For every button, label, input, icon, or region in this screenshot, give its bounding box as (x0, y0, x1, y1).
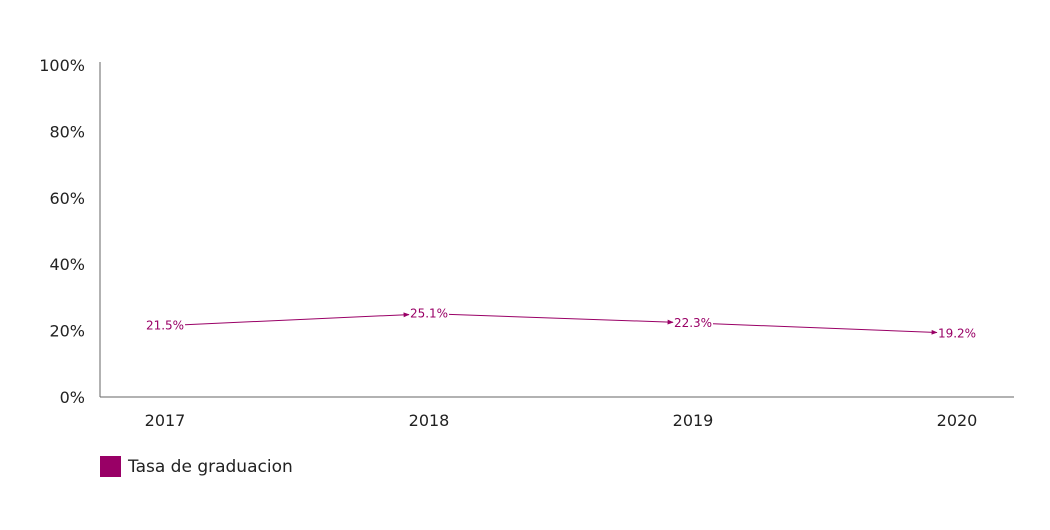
x-tick-label: 2017 (145, 411, 186, 430)
legend-label: Tasa de graduacion (128, 456, 293, 477)
y-tick-label: 60% (49, 189, 85, 208)
series-tasa-de-graduacion: 21.5% 25.1% 22.3% 19.2% (146, 307, 976, 341)
y-axis: 0% 20% 40% 60% 80% 100% (39, 56, 101, 407)
data-point-label: 21.5% (146, 319, 184, 333)
series-line-segment (448, 313, 674, 325)
y-tick-label: 40% (49, 255, 85, 274)
y-tick-label: 80% (49, 122, 85, 141)
y-tick-label: 0% (60, 388, 85, 407)
legend-swatch (100, 456, 121, 477)
x-axis: 2017 2018 2019 2020 (100, 396, 1014, 430)
x-tick-label: 2018 (409, 411, 450, 430)
x-tick-label: 2020 (937, 411, 978, 430)
series-line-segment (184, 312, 410, 326)
data-point-label: 19.2% (938, 326, 976, 340)
y-tick-label: 20% (49, 322, 85, 341)
legend: Tasa de graduacion (100, 456, 293, 477)
series-line-segment (712, 323, 938, 335)
data-point-label: 25.1% (410, 307, 448, 321)
data-point-label: 22.3% (674, 316, 712, 330)
x-tick-label: 2019 (673, 411, 714, 430)
y-tick-label: 100% (39, 56, 85, 75)
